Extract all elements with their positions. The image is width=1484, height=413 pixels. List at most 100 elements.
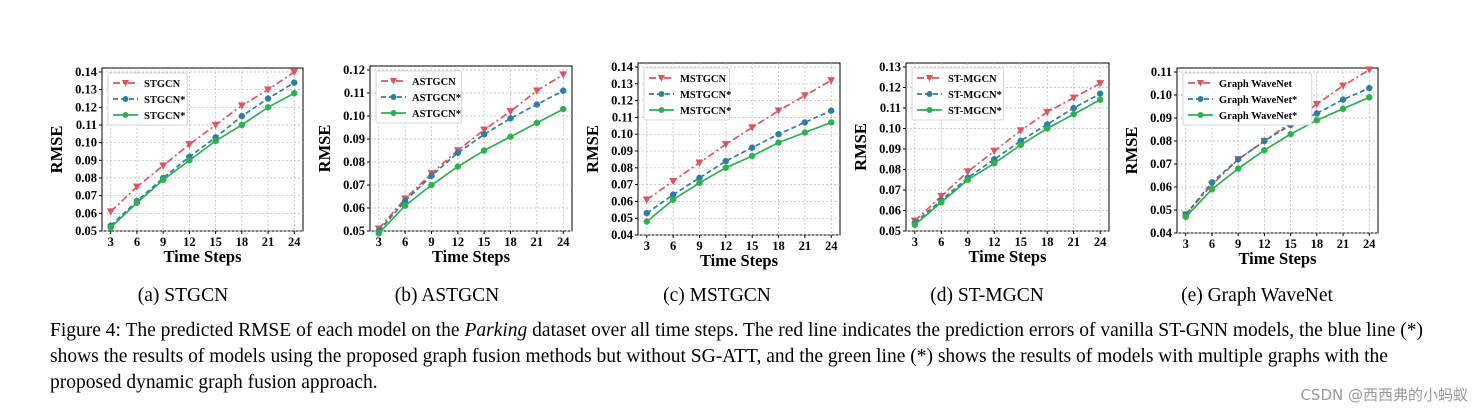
- y-tick-label: 0.08: [1150, 134, 1172, 148]
- series-line-3: [1185, 96, 1370, 218]
- subfigure-label: (a) STGCN: [138, 285, 228, 306]
- series-point: [1312, 100, 1321, 109]
- x-tick-label: 9: [696, 239, 702, 253]
- x-tick-label: 15: [746, 239, 759, 253]
- series-point: [990, 147, 999, 156]
- y-tick-label: 0.11: [76, 118, 97, 132]
- x-tick-label: 9: [965, 235, 971, 249]
- y-tick-label: 0.07: [611, 178, 633, 192]
- figure-caption: Figure 4: The predicted RMSE of each mod…: [50, 320, 1423, 393]
- series-point: [559, 105, 567, 113]
- x-tick-label: 9: [428, 235, 434, 249]
- watermark: CSDN @西西弗的小蚂蚁: [1300, 386, 1468, 404]
- series-point: [748, 152, 756, 160]
- y-tick-label: 0.05: [75, 224, 97, 238]
- series-point: [911, 221, 919, 229]
- series-point: [132, 183, 141, 191]
- y-tick-label: 0.06: [611, 194, 633, 208]
- legend-box: [643, 67, 730, 121]
- legend-box: [107, 72, 188, 126]
- legend-marker: [925, 75, 934, 82]
- legend-label: ASTGCN*: [412, 93, 461, 104]
- legend: MSTGCN MSTGCN* MSTGCN*: [643, 67, 731, 121]
- y-tick-label: 0.08: [343, 155, 365, 169]
- series-point: [1016, 127, 1025, 135]
- series-point: [1313, 110, 1321, 117]
- legend-label: STGCN*: [144, 111, 185, 122]
- x-axis-label: Time Steps: [1238, 249, 1317, 268]
- y-tick-label: 0.13: [75, 83, 97, 97]
- x-tick-label: 21: [531, 235, 544, 249]
- legend-label: ST-MGCN*: [948, 90, 1002, 101]
- series-point: [1182, 213, 1189, 221]
- series-point: [1339, 105, 1347, 113]
- y-tick-label: 0.08: [611, 161, 633, 175]
- y-tick-label: 0.12: [343, 63, 365, 77]
- y-tick-label: 0.05: [343, 224, 365, 238]
- x-tick-label: 21: [262, 235, 275, 249]
- legend-label: ST-MGCN: [948, 74, 997, 85]
- x-tick-label: 12: [720, 239, 733, 253]
- y-tick-label: 0.09: [75, 153, 97, 167]
- subfigure-label: (e) Graph WaveNet: [1181, 285, 1333, 306]
- chart-panel-4: 0.05 0.06 0.07 0.08 0.09 0.10 0.11 0.12 0.13 3 6 9 1…: [851, 60, 1110, 306]
- x-tick-label: 24: [288, 235, 301, 249]
- series-point: [775, 130, 782, 138]
- series-point: [722, 157, 730, 165]
- series-point: [963, 168, 972, 176]
- series-point: [264, 95, 272, 102]
- chart-panel-5: 0.04 0.05 0.06 0.07 0.08 0.09 0.10 0.11 3 6 9 12 15 1…: [1122, 65, 1379, 306]
- legend-label: Graph WaveNet*: [1219, 95, 1297, 106]
- x-tick-label: 6: [938, 235, 944, 249]
- x-tick-label: 24: [557, 235, 570, 249]
- series-line-1: [378, 73, 564, 230]
- series-point: [106, 208, 115, 216]
- legend-box: [375, 70, 462, 124]
- x-tick-label: 6: [1209, 237, 1215, 251]
- y-tick-label: 0.09: [611, 144, 633, 158]
- x-tick-label: 18: [1041, 235, 1054, 249]
- series-point: [748, 144, 756, 151]
- series-point: [159, 162, 168, 170]
- series-point: [695, 159, 704, 167]
- y-tick-label: 0.08: [879, 163, 901, 177]
- series-point: [1365, 66, 1374, 74]
- series-point: [1313, 117, 1321, 124]
- series-point: [991, 160, 998, 167]
- y-axis-label: RMSE: [851, 123, 870, 171]
- legend-label: MSTGCN: [680, 74, 727, 85]
- legend-marker: [658, 91, 665, 97]
- series-point: [827, 77, 836, 85]
- series-line-3: [914, 99, 1101, 226]
- series-point: [133, 199, 141, 206]
- subfigure-label: (b) ASTGCN: [395, 285, 500, 306]
- series-point: [722, 164, 730, 172]
- series-point: [1208, 179, 1216, 186]
- x-tick-label: 15: [478, 235, 491, 249]
- x-tick-label: 24: [1363, 237, 1376, 251]
- legend-marker: [657, 75, 666, 82]
- series-point: [559, 87, 567, 94]
- x-tick-label: 15: [1014, 235, 1027, 249]
- series-point: [211, 121, 220, 130]
- legend-box: [1182, 72, 1313, 126]
- series-point: [1261, 137, 1268, 145]
- legend-label: STGCN: [144, 79, 181, 90]
- series-point: [428, 181, 435, 189]
- x-tick-label: 24: [825, 239, 838, 253]
- x-tick-label: 12: [1258, 237, 1271, 251]
- series-point: [533, 119, 541, 127]
- series-line-3: [378, 108, 564, 234]
- y-axis-label: RMSE: [1122, 127, 1141, 175]
- y-tick-label: 0.10: [1150, 88, 1172, 102]
- figure-charts: 0.05 0.06 0.07 0.08 0.09 0.10 0.11 0.12 0.13 0.14…: [47, 60, 1379, 306]
- series-point: [1366, 94, 1373, 101]
- x-tick-label: 12: [988, 235, 1001, 249]
- legend-marker: [390, 94, 397, 100]
- series-line-2: [646, 109, 832, 214]
- legend-marker: [926, 91, 933, 97]
- series-line-2: [110, 81, 295, 227]
- legend-label: MSTGCN*: [680, 106, 731, 117]
- y-tick-label: 0.10: [343, 109, 365, 123]
- legend-marker: [658, 107, 665, 113]
